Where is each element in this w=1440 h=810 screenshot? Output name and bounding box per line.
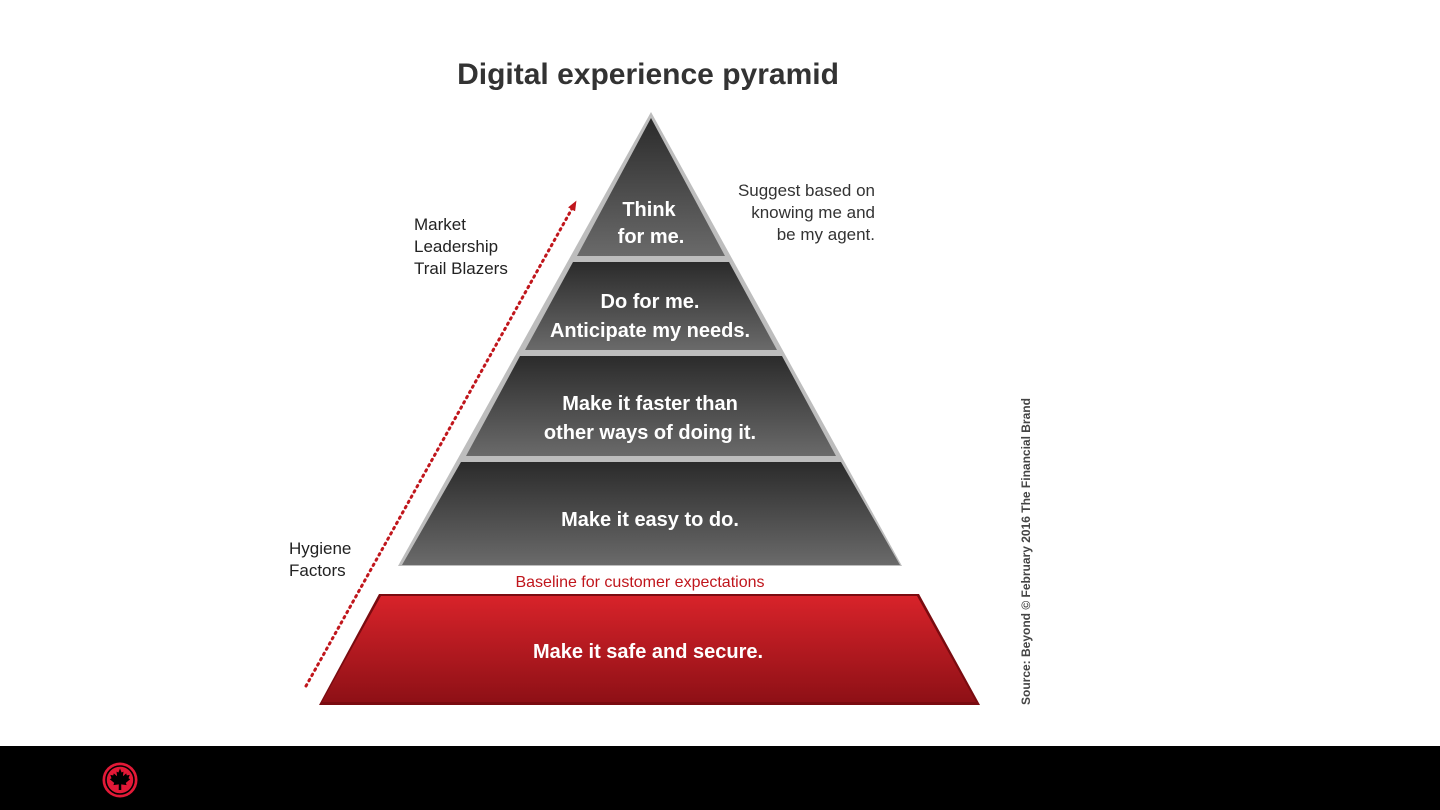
tier-label-line: Make it easy to do. <box>561 509 739 531</box>
hygiene-label-line: Hygiene <box>289 539 351 558</box>
market-label-line: Leadership <box>414 237 498 256</box>
tier-label-line: Anticipate my needs. <box>550 320 750 342</box>
top-note-line: be my agent. <box>777 225 875 244</box>
footer-bar <box>0 746 1440 810</box>
tier-make-it-faster <box>466 356 836 456</box>
top-note-line: Suggest based on <box>738 181 875 200</box>
baseline-label: Baseline for customer expectations <box>515 574 764 591</box>
tier-label-line: Think <box>622 199 676 221</box>
maple-leaf-roundel-icon <box>102 762 138 798</box>
source-credit: Source: Beyond © February 2016 The Finan… <box>1019 398 1033 705</box>
pyramid-diagram: Digital experience pyramid Think for me.… <box>289 58 1033 705</box>
slide: Digital experience pyramid Think for me.… <box>289 58 1033 705</box>
tier-label-line: Make it faster than <box>562 393 738 415</box>
diagram-title: Digital experience pyramid <box>457 58 839 91</box>
tier-label-line: Do for me. <box>601 291 700 313</box>
tier-do-for-me <box>525 262 777 350</box>
tier-label-line: other ways of doing it. <box>544 422 756 444</box>
base-tier-make-it-safe <box>322 596 976 702</box>
hygiene-label-line: Factors <box>289 561 346 580</box>
tier-label-line: for me. <box>618 226 685 248</box>
base-tier-label: Make it safe and secure. <box>533 641 763 663</box>
progress-arrow <box>304 200 577 688</box>
tier-make-it-easy <box>402 462 900 565</box>
tier-think-for-me <box>577 118 725 256</box>
market-label-line: Trail Blazers <box>414 259 508 278</box>
top-note-line: knowing me and <box>751 203 875 222</box>
market-label-line: Market <box>414 215 466 234</box>
